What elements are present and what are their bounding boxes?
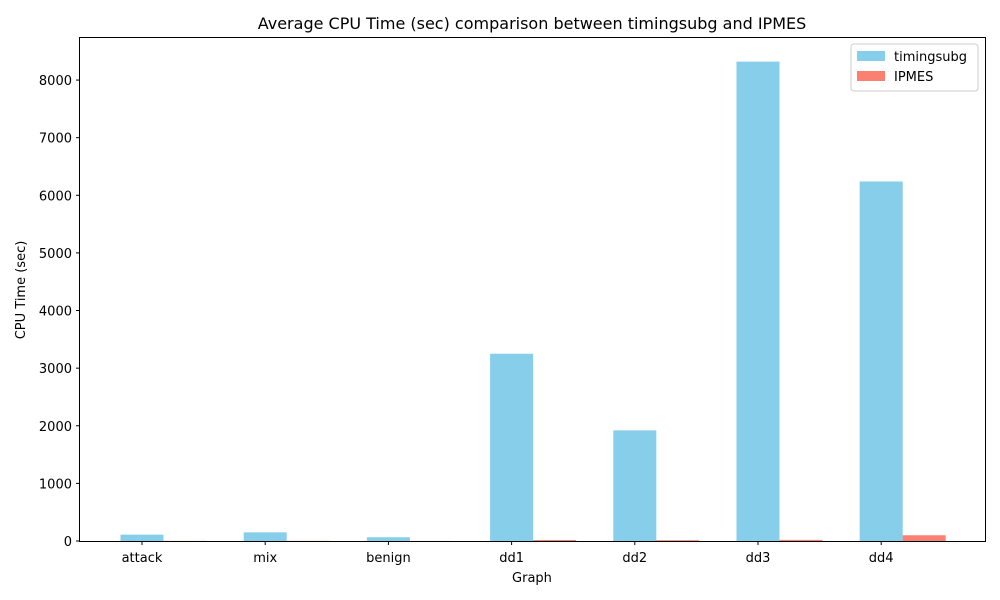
y-tick-label-5000: 5000 xyxy=(39,247,72,262)
bar-timingsubg-attack xyxy=(120,534,164,541)
legend: timingsubg IPMES xyxy=(850,43,979,92)
bar-timingsubg-benign xyxy=(366,537,410,541)
legend-label-timingsubg: timingsubg xyxy=(894,50,967,65)
legend-swatch-ipmes xyxy=(857,71,885,81)
y-tick-label-8000: 8000 xyxy=(39,74,72,89)
x-tick-label-dd2: dd2 xyxy=(622,551,647,566)
x-tick-label-mix: mix xyxy=(253,551,277,566)
bar-ipmes-dd4 xyxy=(902,535,946,541)
y-tick-label-6000: 6000 xyxy=(39,189,72,204)
x-tick-label-dd4: dd4 xyxy=(869,551,894,566)
bar-timingsubg-dd1 xyxy=(490,353,534,541)
y-tick-label-0: 0 xyxy=(64,535,72,550)
x-tick-label-dd1: dd1 xyxy=(499,551,524,566)
bar-ipmes-dd3 xyxy=(779,539,823,541)
y-tick-label-3000: 3000 xyxy=(39,362,72,377)
x-tick-label-dd3: dd3 xyxy=(746,551,771,566)
bar-ipmes-dd2 xyxy=(656,540,700,541)
x-tick-label-benign: benign xyxy=(366,551,411,566)
y-axis-label: CPU Time (sec) xyxy=(14,241,29,340)
y-tick-label-7000: 7000 xyxy=(39,132,72,147)
bar-ipmes-dd1 xyxy=(533,539,577,541)
bars-group xyxy=(120,61,946,542)
x-tick-label-attack: attack xyxy=(122,551,163,566)
plot-frame xyxy=(79,37,986,542)
legend-label-ipmes: IPMES xyxy=(894,70,933,85)
bar-timingsubg-dd4 xyxy=(859,181,903,541)
x-axis-label: Graph xyxy=(512,571,552,586)
bar-timingsubg-mix xyxy=(243,532,287,541)
y-axis-ticks: 0 1000 2000 3000 4000 5000 6000 7000 8000 xyxy=(39,74,80,550)
y-tick-label-1000: 1000 xyxy=(39,477,72,492)
legend-swatch-timingsubg xyxy=(857,51,885,61)
y-tick-label-4000: 4000 xyxy=(39,305,72,320)
x-axis-ticks: attack mix benign dd1 dd2 dd3 dd4 xyxy=(122,541,894,566)
bar-timingsubg-dd2 xyxy=(613,430,657,541)
bar-timingsubg-dd3 xyxy=(736,61,780,542)
y-tick-label-2000: 2000 xyxy=(39,420,72,435)
chart-title: Average CPU Time (sec) comparison betwee… xyxy=(258,14,807,33)
